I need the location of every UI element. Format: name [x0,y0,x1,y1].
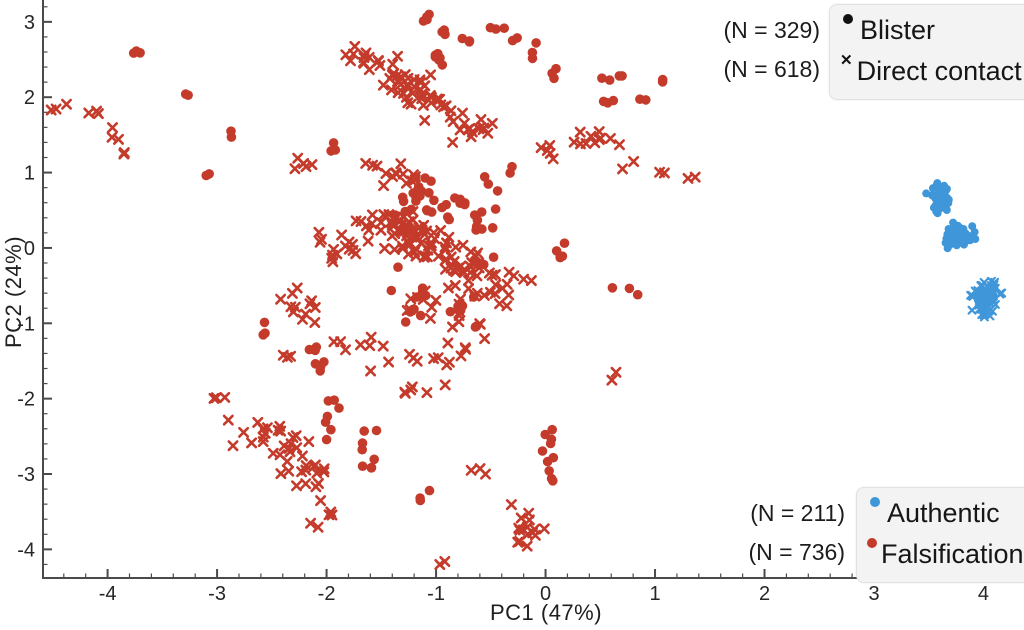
legend-shape-box: Blister ✕ Direct contact [829,4,1024,100]
authentic-dot-icon [867,494,883,512]
legend-label-direct-contact: Direct contact [856,56,1022,86]
x-tick-label: 0 [540,583,551,605]
series-authentic-points [922,179,1007,322]
x-tick-label: -2 [318,583,336,605]
x-tick-label: -1 [427,583,445,605]
legend-row-falsification: Falsification [867,534,1024,575]
y-tick-label: -2 [17,389,35,411]
legend-count-blister: (N = 329) [723,17,820,43]
x-tick-label: 1 [649,583,660,605]
legend-color-box: Authentic Falsification [856,487,1024,583]
x-tick-label: 4 [978,583,989,605]
y-axis-title: PC2 (24%) [1,235,26,349]
series-falsification-points [45,9,701,570]
legend-label-blister: Blister [860,15,936,45]
legend-label-authentic: Authentic [887,498,1000,528]
x-tick-label: 2 [759,583,770,605]
y-tick-label: 0 [24,238,35,260]
y-tick-label: 3 [24,12,35,34]
legend-row-direct-contact: ✕ Direct contact [840,51,1022,92]
legend-row-blister: Blister [840,10,1019,51]
blister-dot-icon [840,11,856,29]
direct-contact-x-icon: ✕ [840,51,853,69]
x-tick-label: 3 [868,583,879,605]
legend-count-authentic: (N = 211) [750,500,845,526]
legend-count-direct-contact: (N = 618) [723,56,820,82]
x-tick-label: -4 [99,583,117,605]
legend-label-falsification: Falsification [881,539,1024,569]
y-tick-label: -1 [17,313,35,335]
y-tick-label: 2 [24,87,35,109]
falsification-dot-icon [867,535,877,553]
legend-count-falsification: (N = 736) [748,539,845,565]
y-tick-label: -3 [17,464,35,486]
x-axis-title: PC1 (47%) [489,600,603,625]
legend-row-authentic: Authentic [867,493,1019,534]
x-tick-label: -3 [208,583,226,605]
y-tick-label: -4 [17,539,35,561]
y-tick-label: 1 [24,163,35,185]
